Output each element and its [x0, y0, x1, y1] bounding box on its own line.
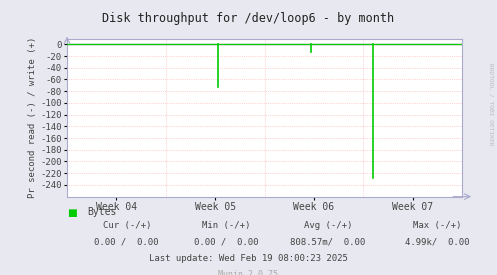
Text: 4.99k/  0.00: 4.99k/ 0.00 [405, 238, 470, 247]
Text: 808.57m/  0.00: 808.57m/ 0.00 [290, 238, 366, 247]
Text: ■: ■ [67, 208, 77, 218]
Text: Max (-/+): Max (-/+) [413, 221, 462, 230]
Text: Avg (-/+): Avg (-/+) [304, 221, 352, 230]
Text: 0.00 /  0.00: 0.00 / 0.00 [94, 238, 159, 247]
Text: Bytes: Bytes [87, 207, 116, 217]
Y-axis label: Pr second read (-) / write (+): Pr second read (-) / write (+) [28, 37, 37, 198]
Text: RRDTOOL / TOBI OETIKER: RRDTOOL / TOBI OETIKER [489, 63, 494, 146]
Text: Last update: Wed Feb 19 08:00:23 2025: Last update: Wed Feb 19 08:00:23 2025 [149, 254, 348, 263]
Text: Min (-/+): Min (-/+) [202, 221, 250, 230]
Text: Cur (-/+): Cur (-/+) [102, 221, 151, 230]
Text: 0.00 /  0.00: 0.00 / 0.00 [194, 238, 258, 247]
Text: Munin 2.0.75: Munin 2.0.75 [219, 270, 278, 275]
Text: Disk throughput for /dev/loop6 - by month: Disk throughput for /dev/loop6 - by mont… [102, 12, 395, 25]
